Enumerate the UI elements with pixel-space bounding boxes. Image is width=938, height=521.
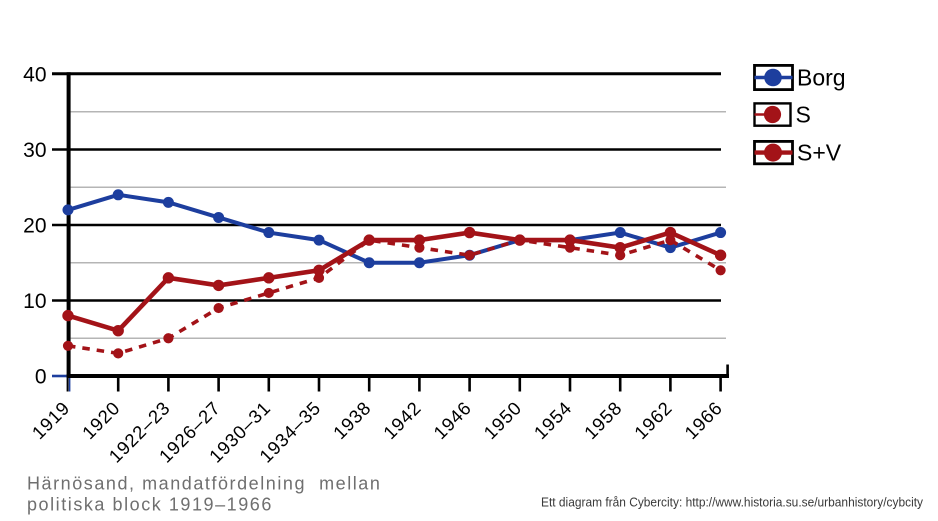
- svg-text:1962: 1962: [630, 397, 676, 443]
- svg-text:Härnösand, mandatfördelning m: Härnösand, mandatfördelning mellan: [27, 474, 381, 494]
- svg-text:1919: 1919: [28, 397, 74, 443]
- svg-text:Ett diagram från Cybercity: ht: Ett diagram från Cybercity: http://www.h…: [541, 496, 924, 510]
- svg-text:1966: 1966: [680, 397, 726, 443]
- svg-text:1958: 1958: [580, 397, 626, 443]
- svg-text:S: S: [796, 102, 811, 128]
- svg-text:1954: 1954: [530, 397, 576, 443]
- svg-text:1920: 1920: [78, 397, 124, 443]
- svg-text:0: 0: [35, 366, 47, 389]
- svg-text:politiska block 1919–1966: politiska block 1919–1966: [27, 495, 273, 515]
- svg-text:S+V: S+V: [797, 140, 842, 166]
- svg-text:1946: 1946: [429, 397, 475, 443]
- svg-text:20: 20: [23, 215, 46, 238]
- svg-text:1938: 1938: [329, 397, 375, 443]
- svg-text:30: 30: [23, 139, 46, 162]
- svg-text:1950: 1950: [479, 397, 525, 443]
- svg-text:40: 40: [23, 64, 46, 87]
- svg-text:1942: 1942: [379, 397, 425, 443]
- svg-text:Borg: Borg: [797, 65, 846, 91]
- svg-text:10: 10: [23, 290, 46, 313]
